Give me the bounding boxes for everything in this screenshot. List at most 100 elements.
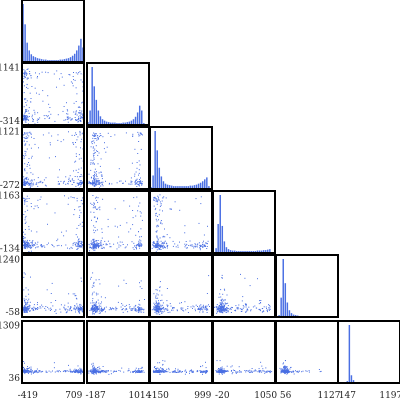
scatter-point	[78, 182, 80, 184]
scatter-point	[205, 372, 207, 374]
scatter-point	[283, 371, 285, 373]
scatter-point	[90, 308, 92, 310]
scatter-point	[68, 179, 70, 181]
scatter-point	[24, 211, 26, 213]
scatter-point	[154, 308, 156, 310]
scatter-point	[24, 246, 26, 248]
scatter-point	[185, 371, 187, 373]
scatter-point	[184, 225, 186, 227]
scatter-point	[26, 182, 28, 184]
scatter-point	[137, 153, 139, 154]
scatter-point	[33, 309, 35, 311]
histogram-bar	[217, 224, 219, 253]
scatter-point	[24, 241, 26, 242]
scatter-point	[95, 305, 97, 307]
scatter-point	[66, 370, 68, 372]
scatter-point	[138, 244, 140, 245]
scatter-point	[24, 237, 26, 239]
scatter-point	[139, 310, 141, 312]
scatter-point	[93, 216, 95, 218]
scatter-point	[91, 140, 93, 142]
scatter-point	[78, 168, 80, 170]
scatter-point	[121, 241, 123, 243]
scatter-point	[140, 280, 142, 282]
scatter-point	[138, 310, 140, 312]
scatter-point	[138, 242, 140, 244]
scatter-point	[63, 181, 65, 183]
scatter-point	[226, 365, 228, 367]
scatter-point	[76, 139, 78, 141]
scatter-point	[75, 371, 77, 373]
scatter-point	[96, 306, 98, 308]
scatter-point	[29, 244, 31, 246]
scatter-point	[128, 183, 130, 185]
x-tick-label: -20	[215, 391, 230, 400]
scatter-point	[135, 247, 137, 248]
scatter-point	[91, 176, 92, 178]
scatter-point	[81, 280, 83, 282]
scatter-point	[92, 298, 94, 300]
scatter-point	[97, 154, 99, 156]
scatter-point	[24, 169, 25, 171]
scatter-point	[200, 366, 202, 368]
scatter-point	[30, 371, 32, 373]
scatter-point	[177, 246, 179, 248]
scatter-point	[23, 244, 25, 246]
scatter-point	[124, 247, 126, 249]
scatter-point	[140, 132, 142, 134]
scatter-point	[99, 165, 101, 167]
scatter-point	[42, 181, 44, 183]
scatter-point	[93, 307, 95, 308]
scatter-point	[33, 179, 35, 181]
scatter-point	[99, 133, 101, 135]
scatter-point	[70, 181, 72, 182]
scatter-point	[27, 242, 29, 243]
scatter-point	[239, 371, 241, 373]
scatter-point	[79, 367, 81, 369]
scatter-point	[140, 240, 142, 242]
scatter-point	[76, 369, 78, 371]
scatter-point	[96, 309, 98, 311]
scatter-point	[254, 369, 256, 371]
scatter-point	[35, 308, 37, 310]
scatter-point	[158, 241, 160, 243]
scatter-point	[34, 242, 36, 244]
scatter-point	[132, 372, 134, 373]
histogram-bar	[164, 183, 167, 189]
scatter-point	[34, 307, 36, 309]
scatter-panel-v2-v5	[86, 254, 150, 318]
scatter-point	[160, 367, 162, 369]
scatter-point	[24, 245, 25, 247]
scatter-point	[261, 365, 263, 367]
scatter-point	[47, 223, 48, 225]
scatter-point	[221, 373, 223, 375]
scatter-point	[140, 368, 142, 369]
scatter-point	[202, 242, 204, 244]
scatter-point	[28, 135, 30, 137]
scatter-point	[285, 369, 287, 371]
scatter-point	[25, 302, 27, 304]
scatter-point	[108, 373, 110, 375]
scatter-point	[94, 172, 96, 174]
scatter-point	[125, 283, 127, 284]
scatter-point	[143, 371, 145, 373]
scatter-point	[65, 371, 66, 373]
scatter-point	[68, 309, 70, 311]
scatter-point	[77, 308, 79, 310]
scatter-point	[50, 309, 52, 310]
scatter-point	[218, 296, 220, 298]
scatter-point	[286, 366, 287, 368]
scatter-point	[229, 308, 231, 310]
scatter-point	[27, 87, 29, 89]
scatter-point	[24, 299, 25, 301]
scatter-point	[31, 308, 33, 310]
scatter-point	[280, 369, 282, 371]
scatter-point	[36, 92, 37, 94]
scatter-point	[200, 196, 202, 198]
scatter-point	[182, 309, 184, 311]
scatter-point	[24, 70, 26, 72]
scatter-point	[31, 242, 33, 244]
scatter-point	[77, 185, 79, 186]
scatter-point	[26, 242, 28, 244]
scatter-point	[174, 371, 176, 373]
